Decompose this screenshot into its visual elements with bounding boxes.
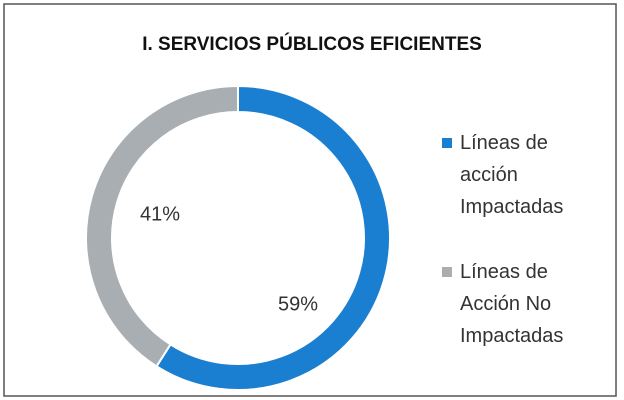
legend-label: Líneas de Acción No Impactadas <box>460 261 564 347</box>
chart-title: I. SERVICIOS PÚBLICOS EFICIENTES <box>142 33 482 55</box>
data-label: 41% <box>140 203 180 225</box>
donut-slice <box>155 84 391 391</box>
donut-slice <box>85 84 239 368</box>
legend-swatch <box>442 267 452 277</box>
data-label: 59% <box>278 293 318 315</box>
legend-label: Líneas de acción Impactadas <box>460 132 564 218</box>
legend-swatch <box>442 138 452 148</box>
legend-entry: Líneas de Acción No Impactadas <box>440 256 590 352</box>
legend-entry: Líneas de acción Impactadas <box>440 127 590 223</box>
